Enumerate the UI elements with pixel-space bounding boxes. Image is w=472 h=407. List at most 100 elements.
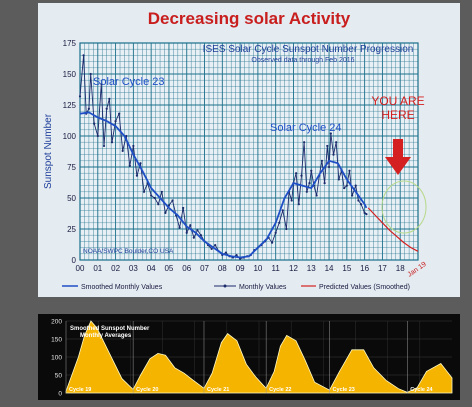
monthly-value-point — [93, 122, 96, 125]
monthly-value-point — [153, 196, 156, 200]
monthly-value-point — [108, 97, 111, 100]
monthly-value-point — [110, 141, 114, 144]
cycle-24-annotation: Solar Cycle 24 — [270, 122, 342, 134]
monthly-value-point — [351, 194, 354, 197]
monthly-value-point — [359, 203, 363, 206]
monthly-value-point — [300, 174, 303, 177]
lower-chart-subtitle: Monthly Averages — [80, 333, 132, 339]
monthly-value-point — [329, 132, 332, 135]
lower-chart-panel: 0 50 100 150 200 Smoothed Sunspot Number Month… — [38, 314, 460, 400]
y-tick-label: 150 — [63, 70, 77, 79]
monthly-value-point — [363, 211, 366, 214]
monthly-value-point — [121, 149, 124, 152]
cycle-label: Cycle 24 — [410, 387, 433, 393]
monthly-value-point — [274, 231, 277, 234]
monthly-value-point — [128, 164, 131, 167]
slide: Decreasing solar Activity 0 25 50 75 100 125 1… — [38, 3, 460, 297]
x-tick-label: 12 — [289, 264, 298, 273]
y-tick-label: 75 — [67, 163, 76, 172]
x-tick-label: 18 — [396, 264, 405, 273]
cycle-label: Cycle 19 — [69, 387, 91, 393]
y-tick-label: 100 — [51, 355, 62, 362]
monthly-value-point — [295, 172, 298, 175]
lower-chart-title: Smoothed Sunspot Number — [70, 326, 150, 332]
you-are-here-line1: YOU ARE — [371, 94, 424, 108]
y-tick-label: 0 — [72, 256, 77, 265]
monthly-value-point — [132, 144, 135, 148]
monthly-value-point — [189, 224, 192, 227]
monthly-value-point — [199, 234, 203, 237]
monthly-value-point — [285, 227, 288, 231]
monthly-value-point — [343, 186, 346, 190]
x-tick-label: 16 — [360, 264, 369, 273]
monthly-value-point — [224, 251, 227, 254]
arrow-shaft — [393, 139, 403, 157]
monthly-value-point — [105, 107, 108, 110]
x-tick-label: 08 — [218, 264, 227, 273]
monthly-value-point — [281, 209, 284, 212]
legend-swatch-monthly-point — [223, 284, 227, 288]
monthly-value-point — [297, 203, 300, 206]
monthly-value-point — [271, 241, 274, 244]
monthly-value-point — [214, 244, 217, 247]
y-tick-label: 150 — [51, 337, 62, 344]
monthly-value-point — [303, 141, 306, 144]
monthly-value-point — [354, 184, 357, 187]
monthly-value-point — [332, 153, 335, 156]
monthly-value-point — [196, 229, 199, 232]
cycle-label: Cycle 22 — [269, 387, 291, 393]
monthly-value-point — [78, 95, 82, 98]
monthly-value-point — [323, 182, 326, 185]
monthly-value-point — [235, 253, 238, 257]
highlight-ring — [381, 180, 427, 234]
x-tick-label: 03 — [129, 264, 138, 273]
x-tick-label: 13 — [307, 264, 316, 273]
monthly-value-point — [182, 206, 185, 210]
y-tick-label: 125 — [63, 101, 77, 110]
chart-credit: NOAA/SWPC Boulder,CO USA — [83, 248, 174, 255]
monthly-value-point — [290, 199, 293, 202]
monthly-value-point — [365, 213, 368, 216]
chart-subtitle: Observed data through Feb 2016 — [251, 57, 354, 64]
sunspot-area — [65, 320, 453, 394]
monthly-value-point — [210, 247, 213, 250]
monthly-value-point — [139, 162, 142, 165]
cycle-label: Cycle 21 — [207, 387, 229, 393]
monthly-value-point — [114, 120, 117, 123]
smoothed-sunspot-chart: 0 50 100 150 200 Smoothed Sunspot NumberMonth… — [51, 319, 453, 398]
you-are-here-line2: HERE — [381, 108, 414, 122]
monthly-value-point — [326, 144, 329, 148]
monthly-value-point — [96, 134, 99, 138]
cycle-label: Cycle 23 — [333, 387, 355, 393]
arrow-down-icon — [385, 157, 411, 175]
legend-label-smoothed: Smoothed Monthly Values — [81, 284, 163, 291]
monthly-value-point — [171, 199, 174, 202]
y-tick-label: 0 — [58, 391, 62, 398]
sunspot-chart: 0 25 50 75 100 125 150 175 00 01 02 03 04 05 06 07 08 09 1… — [43, 39, 428, 291]
monthly-value-point — [345, 184, 348, 187]
x-tick-label: 11 — [272, 264, 281, 273]
monthly-value-point — [157, 203, 160, 206]
x-tick-label: 04 — [147, 264, 156, 273]
x-tick-label: 06 — [182, 264, 191, 273]
monthly-value-point — [185, 231, 188, 234]
monthly-value-point — [348, 169, 351, 172]
y-axis-label: Sunspot Number — [43, 113, 54, 189]
predicted-values-line — [367, 207, 419, 252]
monthly-value-point — [308, 182, 311, 185]
monthly-value-point — [118, 112, 121, 115]
x-tick-label: 14 — [325, 264, 334, 273]
smoothed-values-line — [79, 111, 368, 259]
x-tick-label: 00 — [76, 264, 85, 273]
x-tick-label: 07 — [200, 264, 209, 273]
monthly-value-point — [305, 190, 308, 193]
y-tick-label: 175 — [63, 39, 77, 48]
monthly-value-point — [160, 190, 163, 193]
x-tick-label: 09 — [236, 264, 245, 273]
monthly-value-point — [320, 159, 324, 162]
monthly-value-point — [178, 226, 181, 229]
monthly-value-point — [135, 174, 139, 177]
cycle-23-annotation: Solar Cycle 23 — [93, 76, 165, 88]
monthly-value-point — [315, 194, 318, 197]
x-tick-label: 10 — [253, 264, 262, 273]
